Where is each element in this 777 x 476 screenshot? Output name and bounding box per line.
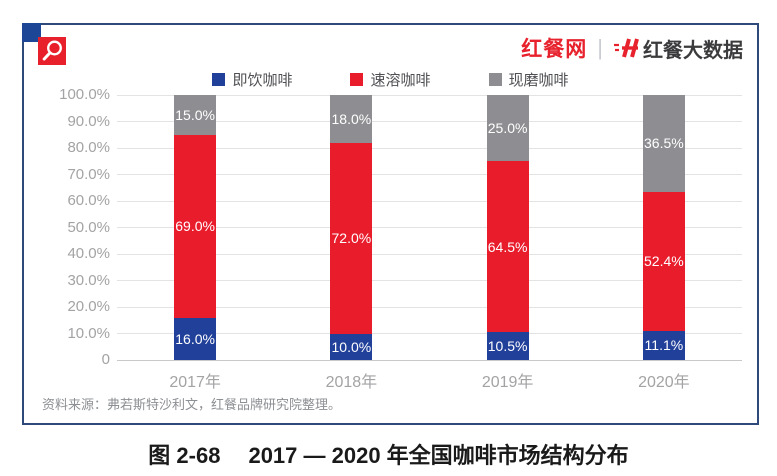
- y-tick-label: 50.0%: [67, 218, 110, 236]
- x-axis-labels: 2017年 2018年 2019年 2020年: [117, 368, 742, 392]
- corner-square-decoration: [22, 23, 41, 42]
- bar-segment-即饮咖啡: 16.0%: [174, 317, 217, 360]
- gridline: [117, 94, 742, 96]
- figure-title: 2017 — 2020 年全国咖啡市场结构分布: [248, 443, 629, 468]
- figure-caption: 图 2-68 2017 — 2020 年全国咖啡市场结构分布: [0, 438, 777, 470]
- bar-segment-速溶咖啡: 69.0%: [174, 134, 217, 318]
- legend-swatch-icon: [350, 73, 364, 86]
- brand-hongcanwang-logo: 红餐网: [521, 38, 588, 61]
- bar-segment-现磨咖啡: 18.0%: [330, 95, 373, 143]
- gridline: [117, 359, 742, 361]
- bar-value-label: 36.5%: [644, 135, 684, 152]
- legend-label: 即饮咖啡: [232, 72, 293, 89]
- figure-number: 图 2-68: [148, 443, 221, 468]
- y-tick-label: 30.0%: [67, 271, 110, 289]
- x-tick-label: 2020年: [638, 374, 690, 391]
- y-tick-label: 10.0%: [67, 324, 110, 342]
- magnifier-badge: [38, 37, 66, 65]
- y-tick-label: 70.0%: [67, 165, 110, 183]
- y-tick-label: 0: [101, 351, 110, 368]
- plot-area: 16.0% 69.0% 15.0% 10.0% 72.0% 18.0% 10.5% 64.5%…: [117, 94, 742, 361]
- bars-row: 16.0% 69.0% 15.0% 10.0% 72.0% 18.0% 10.5% 64.5%…: [117, 95, 742, 360]
- bar-value-label: 64.5%: [487, 238, 528, 255]
- chart-legend: 即饮咖啡 速溶咖啡 现磨咖啡: [24, 69, 757, 90]
- x-tick-label: 2019年: [481, 374, 534, 391]
- bar-segment-现磨咖啡: 25.0%: [486, 95, 529, 162]
- bar-segment-速溶咖啡: 72.0%: [330, 142, 373, 334]
- bar-value-label: 69.0%: [175, 218, 215, 235]
- bar-segment-现磨咖啡: 15.0%: [174, 95, 217, 135]
- bar-value-label: 16.0%: [175, 330, 215, 347]
- bar-value-label: 18.0%: [331, 110, 372, 127]
- y-tick-label: 90.0%: [67, 112, 110, 130]
- stacked-bar-2018年: 10.0% 72.0% 18.0%: [330, 95, 373, 360]
- h-logo-icon: [614, 38, 639, 58]
- y-tick-label: 60.0%: [67, 192, 110, 209]
- brand-hongcan-bigdata-logo: 红餐大数据: [613, 34, 743, 63]
- legend-item-1: 速溶咖啡: [350, 69, 431, 90]
- gridline: [117, 333, 742, 334]
- legend-item-0: 即饮咖啡: [212, 69, 292, 90]
- bar-segment-现磨咖啡: 36.5%: [642, 95, 685, 192]
- stacked-bar-2019年: 10.5% 64.5% 25.0%: [486, 95, 529, 360]
- y-tick-label: 80.0%: [67, 139, 110, 156]
- stacked-bar-2020年: 11.1% 52.4% 36.5%: [642, 95, 685, 360]
- bar-segment-即饮咖啡: 11.1%: [642, 330, 685, 360]
- chart-card: 红餐网 | 红餐大数据 即饮咖啡 速溶咖啡 现磨咖啡 100.0% 90.0% 80.0…: [22, 23, 759, 425]
- gridline: [117, 200, 742, 202]
- bar-value-label: 25.0%: [487, 120, 528, 137]
- gridline: [117, 253, 742, 255]
- legend-swatch-icon: [212, 73, 226, 86]
- bar-segment-速溶咖啡: 52.4%: [642, 191, 685, 331]
- bar-value-label: 10.0%: [331, 338, 372, 355]
- source-note: 资料来源：弗若斯特沙利文，红餐品牌研究院整理。: [42, 397, 342, 412]
- gridline: [117, 306, 742, 308]
- y-tick-label: 40.0%: [67, 245, 110, 262]
- y-tick-label: 100.0%: [59, 86, 110, 103]
- stacked-bar-2017年: 16.0% 69.0% 15.0%: [174, 95, 217, 360]
- y-axis: 100.0% 90.0% 80.0% 70.0% 60.0% 50.0% 40.0% 30.0…: [24, 86, 110, 368]
- gridline: [117, 280, 742, 281]
- legend-item-2: 现磨咖啡: [488, 69, 569, 90]
- bar-value-label: 10.5%: [487, 338, 528, 355]
- legend-label: 现磨咖啡: [508, 72, 569, 89]
- gridline: [117, 147, 742, 149]
- x-tick-label: 2018年: [325, 374, 378, 391]
- gridline: [117, 121, 742, 122]
- magnifier-icon: [42, 40, 62, 61]
- gridline: [117, 174, 742, 175]
- bar-value-label: 72.0%: [331, 230, 372, 247]
- brand-right-label: 红餐大数据: [643, 39, 743, 62]
- bar-segment-速溶咖啡: 64.5%: [486, 161, 529, 333]
- bar-value-label: 15.0%: [175, 106, 215, 123]
- bar-value-label: 52.4%: [644, 253, 684, 270]
- legend-swatch-icon: [488, 73, 502, 86]
- legend-label: 速溶咖啡: [370, 72, 431, 89]
- bar-segment-即饮咖啡: 10.0%: [330, 333, 373, 360]
- brand-header: 红餐网 | 红餐大数据: [521, 32, 743, 64]
- x-tick-label: 2017年: [169, 374, 221, 391]
- bar-segment-即饮咖啡: 10.5%: [486, 332, 529, 360]
- brand-divider: |: [597, 35, 603, 60]
- y-tick-label: 20.0%: [67, 298, 110, 315]
- bar-value-label: 11.1%: [644, 337, 684, 354]
- gridline: [117, 227, 742, 228]
